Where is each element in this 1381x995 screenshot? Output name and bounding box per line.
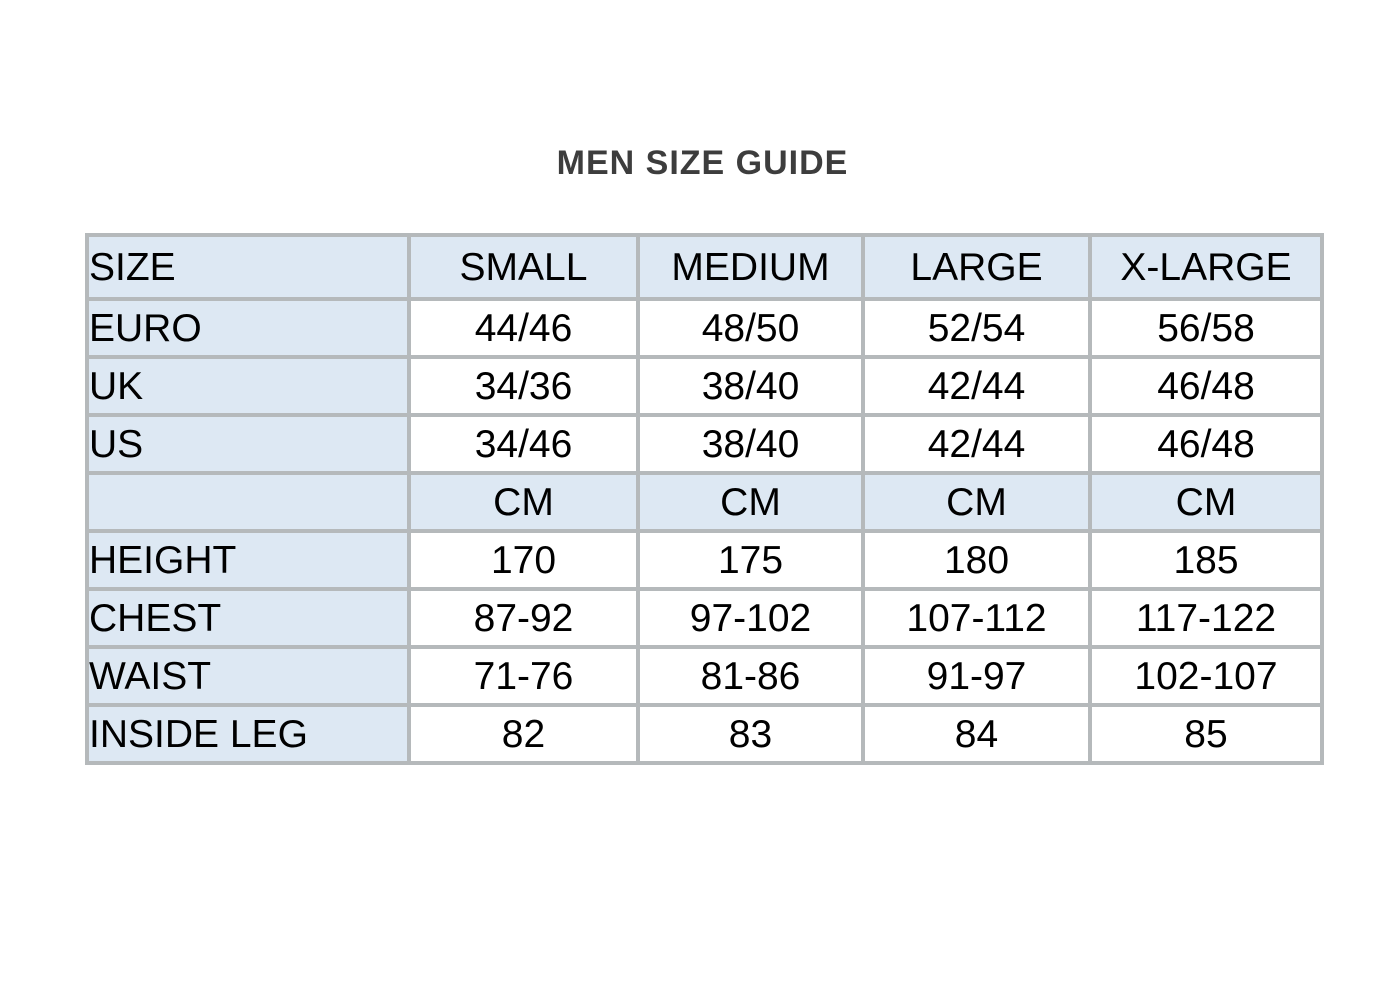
size-value-cell: 85 <box>1088 703 1324 765</box>
size-value-cell: 52/54 <box>861 297 1092 359</box>
row-label-cell: CHEST <box>85 587 411 649</box>
header-cell-xlarge: X-LARGE <box>1088 233 1324 301</box>
row-label-cell <box>85 471 411 533</box>
row-us: US 34/46 38/40 42/44 46/48 <box>85 413 1324 475</box>
unit-cell: CM <box>407 471 640 533</box>
row-uk: UK 34/36 38/40 42/44 46/48 <box>85 355 1324 417</box>
unit-cell: CM <box>1088 471 1324 533</box>
unit-cell: CM <box>636 471 865 533</box>
size-value-cell: 84 <box>861 703 1092 765</box>
size-value-cell: 117-122 <box>1088 587 1324 649</box>
size-value-cell: 71-76 <box>407 645 640 707</box>
size-value-cell: 42/44 <box>861 413 1092 475</box>
row-height: HEIGHT 170 175 180 185 <box>85 529 1324 591</box>
row-label-cell: INSIDE LEG <box>85 703 411 765</box>
row-label-cell: WAIST <box>85 645 411 707</box>
size-value-cell: 34/36 <box>407 355 640 417</box>
header-cell-size: SIZE <box>85 233 411 301</box>
row-label-cell: US <box>85 413 411 475</box>
size-value-cell: 34/46 <box>407 413 640 475</box>
size-value-cell: 48/50 <box>636 297 865 359</box>
page-title: MEN SIZE GUIDE <box>556 144 849 182</box>
size-value-cell: 175 <box>636 529 865 591</box>
header-cell-small: SMALL <box>407 233 640 301</box>
men-size-guide-table: SIZE SMALL MEDIUM LARGE X-LARGE EURO 44/… <box>85 233 1324 765</box>
size-value-cell: 46/48 <box>1088 355 1324 417</box>
size-value-cell: 38/40 <box>636 413 865 475</box>
size-value-cell: 102-107 <box>1088 645 1324 707</box>
size-value-cell: 97-102 <box>636 587 865 649</box>
size-value-cell: 107-112 <box>861 587 1092 649</box>
size-value-cell: 180 <box>861 529 1092 591</box>
size-value-cell: 42/44 <box>861 355 1092 417</box>
size-value-cell: 44/46 <box>407 297 640 359</box>
size-value-cell: 91-97 <box>861 645 1092 707</box>
header-cell-medium: MEDIUM <box>636 233 865 301</box>
size-value-cell: 56/58 <box>1088 297 1324 359</box>
row-euro: EURO 44/46 48/50 52/54 56/58 <box>85 297 1324 359</box>
row-inside-leg: INSIDE LEG 82 83 84 85 <box>85 703 1324 765</box>
row-waist: WAIST 71-76 81-86 91-97 102-107 <box>85 645 1324 707</box>
size-value-cell: 46/48 <box>1088 413 1324 475</box>
size-value-cell: 38/40 <box>636 355 865 417</box>
size-value-cell: 185 <box>1088 529 1324 591</box>
header-cell-large: LARGE <box>861 233 1092 301</box>
row-chest: CHEST 87-92 97-102 107-112 117-122 <box>85 587 1324 649</box>
row-label-cell: HEIGHT <box>85 529 411 591</box>
size-value-cell: 83 <box>636 703 865 765</box>
unit-cell: CM <box>861 471 1092 533</box>
row-label-cell: UK <box>85 355 411 417</box>
row-cm-units: CM CM CM CM <box>85 471 1324 533</box>
header-row: SIZE SMALL MEDIUM LARGE X-LARGE <box>85 233 1324 301</box>
row-label-cell: EURO <box>85 297 411 359</box>
size-value-cell: 87-92 <box>407 587 640 649</box>
size-value-cell: 81-86 <box>636 645 865 707</box>
size-value-cell: 170 <box>407 529 640 591</box>
size-value-cell: 82 <box>407 703 640 765</box>
